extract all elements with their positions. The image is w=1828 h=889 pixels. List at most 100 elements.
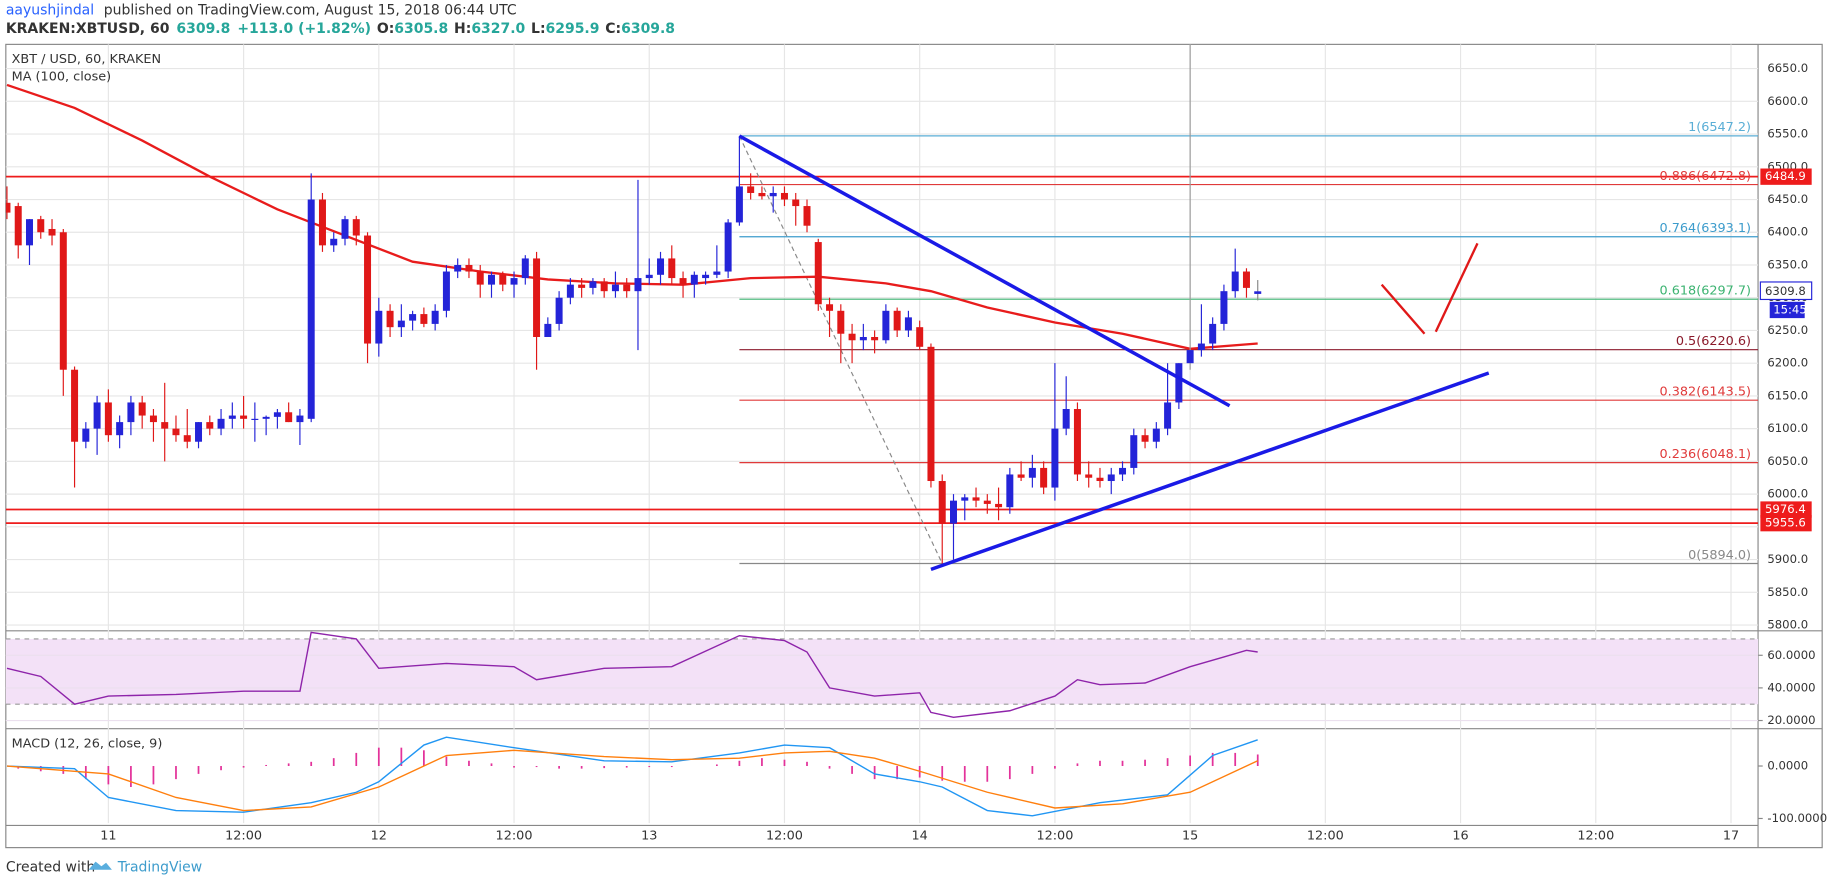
candle-body bbox=[1242, 271, 1250, 288]
candle-body bbox=[217, 418, 225, 429]
x-tick-label: 11 bbox=[100, 828, 116, 843]
candle-body bbox=[420, 314, 428, 324]
rsi-band bbox=[5, 638, 1759, 705]
projection-arrow bbox=[1380, 283, 1426, 335]
fib-label: 0.236(6048.1) bbox=[1660, 447, 1752, 462]
candle-body bbox=[972, 497, 980, 501]
candle-body bbox=[702, 274, 710, 279]
x-tick-label: 16 bbox=[1452, 828, 1468, 843]
price-tag-label: 6484.9 bbox=[1765, 169, 1806, 183]
y-tick-label: 60.0000 bbox=[1767, 648, 1815, 662]
candle-body bbox=[1220, 291, 1228, 324]
y-tick-label: 6550.0 bbox=[1767, 127, 1808, 141]
candle-body bbox=[1130, 435, 1138, 468]
y-tick-label: 6150.0 bbox=[1767, 388, 1808, 402]
candle-body bbox=[1051, 428, 1059, 488]
candle-body bbox=[1231, 271, 1239, 292]
y-tick-label: 6350.0 bbox=[1767, 257, 1808, 271]
author[interactable]: aayushjindal bbox=[6, 3, 94, 19]
y-tick-label: 40.0000 bbox=[1767, 680, 1815, 694]
candle-body bbox=[533, 258, 541, 337]
brand[interactable]: TradingView bbox=[117, 859, 202, 875]
x-tick-label: 13 bbox=[641, 828, 657, 843]
candle-body bbox=[904, 317, 912, 331]
symbol: KRAKEN:XBTUSD, 60 bbox=[6, 21, 170, 37]
candle-body bbox=[318, 199, 326, 246]
candle-body bbox=[476, 271, 484, 285]
candle-body bbox=[657, 258, 665, 275]
y-tick-label: 5800.0 bbox=[1767, 618, 1808, 632]
candle-body bbox=[465, 264, 473, 272]
candle-body bbox=[1197, 343, 1205, 351]
candle-body bbox=[578, 284, 586, 288]
candle-body bbox=[1175, 363, 1183, 403]
candle-body bbox=[1164, 402, 1172, 429]
candle-body bbox=[679, 278, 687, 285]
candle-body bbox=[893, 310, 901, 331]
pane-title: MACD (12, 26, close, 9) bbox=[12, 736, 163, 751]
candle-body bbox=[1186, 350, 1194, 364]
candle-body bbox=[848, 333, 856, 341]
ohlc-label: O: bbox=[377, 21, 394, 37]
candle-body bbox=[690, 274, 698, 285]
x-tick-label: 14 bbox=[912, 828, 928, 843]
candle-body bbox=[296, 415, 304, 423]
ma-title: MA (100, close) bbox=[12, 70, 112, 85]
fib-label: 0.5(6220.6) bbox=[1676, 334, 1751, 349]
candle-body bbox=[161, 422, 169, 429]
price-tag bbox=[1760, 515, 1812, 532]
price-tag-label: 5955.6 bbox=[1765, 516, 1806, 530]
ohlc-label: C: bbox=[605, 21, 621, 37]
candle-body bbox=[668, 258, 676, 279]
published: published on TradingView.com, August 15,… bbox=[104, 3, 517, 19]
candle-body bbox=[93, 402, 101, 429]
candle-body bbox=[240, 415, 248, 419]
last-price-label: 6309.8 bbox=[1765, 284, 1806, 298]
fib-anchor bbox=[738, 135, 943, 564]
candle-body bbox=[938, 481, 946, 524]
price-tag bbox=[1760, 168, 1812, 185]
candle-body bbox=[82, 428, 90, 442]
candle-body bbox=[871, 336, 879, 341]
frame bbox=[5, 43, 1823, 849]
candle-body bbox=[1085, 474, 1093, 478]
candle-body bbox=[544, 323, 552, 337]
candle-body bbox=[927, 346, 935, 482]
y-tick-label: 6450.0 bbox=[1767, 192, 1808, 206]
candle-body bbox=[747, 186, 755, 193]
candle-body bbox=[724, 222, 732, 272]
candle-body bbox=[645, 274, 653, 279]
candle-body bbox=[487, 274, 495, 285]
candle-body bbox=[149, 415, 157, 423]
ohlc-label: L: bbox=[531, 21, 546, 37]
y-tick-label: 5900.0 bbox=[1767, 552, 1808, 566]
candle-body bbox=[1096, 477, 1104, 482]
candle-body bbox=[307, 199, 315, 419]
macd-line bbox=[6, 736, 1258, 817]
trendline bbox=[930, 371, 1490, 572]
candle-body bbox=[758, 192, 766, 197]
change: +113.0 (+1.82%) bbox=[237, 21, 371, 37]
candle-body bbox=[521, 258, 529, 279]
candle-body bbox=[71, 369, 79, 442]
candle-body bbox=[995, 503, 1003, 508]
candle-body bbox=[1254, 291, 1262, 294]
candle-body bbox=[634, 278, 642, 292]
symbol-line: KRAKEN:XBTUSD, 60 6309.8 +113.0 (+1.82%) O:… bbox=[6, 21, 675, 37]
price-tag-label: 5976.4 bbox=[1765, 502, 1806, 516]
candle-body bbox=[555, 297, 563, 324]
candle-body bbox=[386, 310, 394, 328]
countdown-label: 15:45 bbox=[1773, 302, 1807, 316]
created-with: Created with bbox=[6, 859, 95, 875]
candle-body bbox=[859, 336, 867, 341]
candle-body bbox=[589, 281, 597, 288]
x-tick-label: 17 bbox=[1723, 828, 1739, 843]
candle-body bbox=[195, 422, 203, 442]
x-tick-label: 12:00 bbox=[1307, 828, 1344, 843]
candle-body bbox=[1006, 474, 1014, 508]
y-tick-label: 6100.0 bbox=[1767, 421, 1808, 435]
candle-body bbox=[48, 228, 56, 236]
